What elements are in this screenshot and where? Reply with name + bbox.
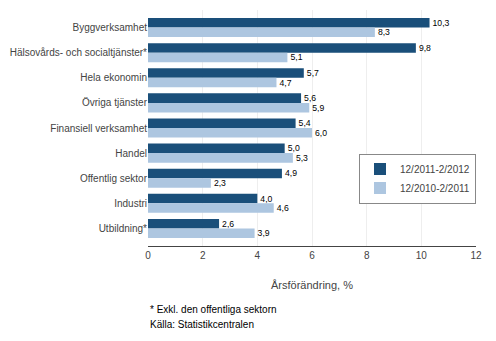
svg-text:Årsförändring, %: Årsförändring, % (271, 279, 353, 291)
svg-text:Hälsovårds- och socialtjänster: Hälsovårds- och socialtjänster* (10, 47, 147, 58)
svg-text:8: 8 (364, 250, 370, 261)
svg-text:4,0: 4,0 (260, 194, 272, 204)
svg-text:Finansiell verksamhet: Finansiell verksamhet (50, 123, 147, 134)
svg-text:5,0: 5,0 (288, 143, 300, 153)
svg-text:6,0: 6,0 (315, 128, 327, 138)
svg-text:2: 2 (200, 250, 206, 261)
svg-text:8,3: 8,3 (378, 27, 390, 37)
svg-text:4: 4 (255, 250, 261, 261)
svg-text:Källa: Statistikcentralen: Källa: Statistikcentralen (150, 319, 254, 330)
svg-text:4,9: 4,9 (285, 168, 297, 178)
svg-text:Utbildning*: Utbildning* (99, 223, 147, 234)
svg-text:2,6: 2,6 (222, 219, 234, 229)
svg-text:* Exkl. den offentliga sektorn: * Exkl. den offentliga sektorn (150, 304, 277, 315)
svg-text:6: 6 (309, 250, 315, 261)
svg-text:5,1: 5,1 (290, 52, 302, 62)
svg-text:0: 0 (145, 250, 151, 261)
svg-text:2,3: 2,3 (214, 178, 226, 188)
svg-text:5,7: 5,7 (307, 68, 319, 78)
svg-text:12/2010-2/2011: 12/2010-2/2011 (400, 183, 470, 194)
svg-text:10,3: 10,3 (433, 18, 450, 28)
svg-text:4,7: 4,7 (279, 78, 291, 88)
svg-text:Övriga tjänster: Övriga tjänster (82, 97, 148, 108)
svg-text:5,3: 5,3 (296, 153, 308, 163)
svg-text:Hela ekonomin: Hela ekonomin (80, 72, 147, 83)
svg-text:Byggverksamhet: Byggverksamhet (73, 22, 148, 33)
svg-text:Offentlig sektor: Offentlig sektor (80, 173, 148, 184)
svg-text:5,9: 5,9 (312, 103, 324, 113)
svg-text:12/2011-2/2012: 12/2011-2/2012 (400, 164, 470, 175)
svg-text:9,8: 9,8 (419, 43, 431, 53)
svg-text:5,6: 5,6 (304, 93, 316, 103)
svg-text:Handel: Handel (115, 148, 147, 159)
svg-text:10: 10 (416, 250, 428, 261)
svg-text:4,6: 4,6 (277, 203, 289, 213)
svg-text:3,9: 3,9 (258, 228, 270, 238)
svg-text:5,4: 5,4 (299, 118, 311, 128)
svg-text:Industri: Industri (114, 198, 147, 209)
svg-text:12: 12 (470, 250, 482, 261)
